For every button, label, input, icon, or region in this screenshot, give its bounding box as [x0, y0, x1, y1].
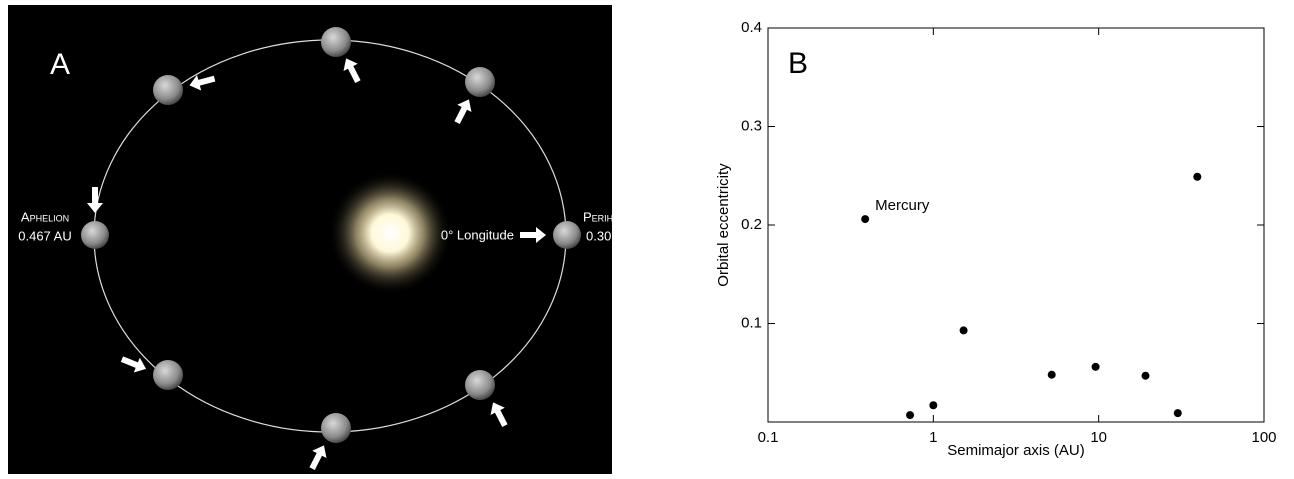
aphelion-distance: 0.467 AU	[18, 228, 72, 243]
point	[929, 401, 938, 410]
plot-frame	[767, 27, 1265, 423]
y-tick-label: 0.4	[741, 19, 762, 36]
x-tick-label: 1	[929, 429, 937, 446]
panel-a-background	[8, 5, 612, 474]
longitude-label: 0° Longitude	[441, 227, 514, 242]
aphelion-label: Aphelion	[21, 209, 69, 224]
point	[1141, 371, 1150, 380]
y-tick-label: 0.2	[741, 216, 762, 233]
x-tick-label: 0.1	[758, 429, 779, 446]
planet	[321, 27, 351, 57]
planet	[465, 67, 495, 97]
point	[1047, 370, 1056, 379]
planets	[81, 27, 581, 443]
planet	[553, 221, 581, 249]
point	[1193, 172, 1202, 181]
planet	[81, 221, 109, 249]
point	[861, 215, 870, 224]
perihelion-distance: 0.307 AU	[586, 228, 640, 243]
x-tick-label: 100	[1251, 429, 1276, 446]
perihelion-label: Perihelion	[583, 209, 640, 224]
sun	[328, 171, 452, 295]
point	[959, 326, 968, 335]
point	[906, 411, 915, 420]
annotation: Mercury	[875, 197, 930, 214]
planet	[465, 370, 495, 400]
planet	[153, 360, 183, 390]
y-tick-label: 0.3	[741, 117, 762, 134]
panel-label: A	[50, 48, 70, 81]
y-axis-title: Orbital eccentricity	[715, 163, 732, 287]
x-tick-label: 10	[1090, 429, 1107, 446]
x-axis-title: Semimajor axis (AU)	[947, 442, 1085, 459]
planet	[321, 413, 351, 443]
planet	[153, 75, 183, 105]
panel-label: B	[788, 47, 808, 80]
y-tick-label: 0.1	[741, 314, 762, 331]
point	[1091, 362, 1100, 371]
point	[1173, 409, 1182, 418]
